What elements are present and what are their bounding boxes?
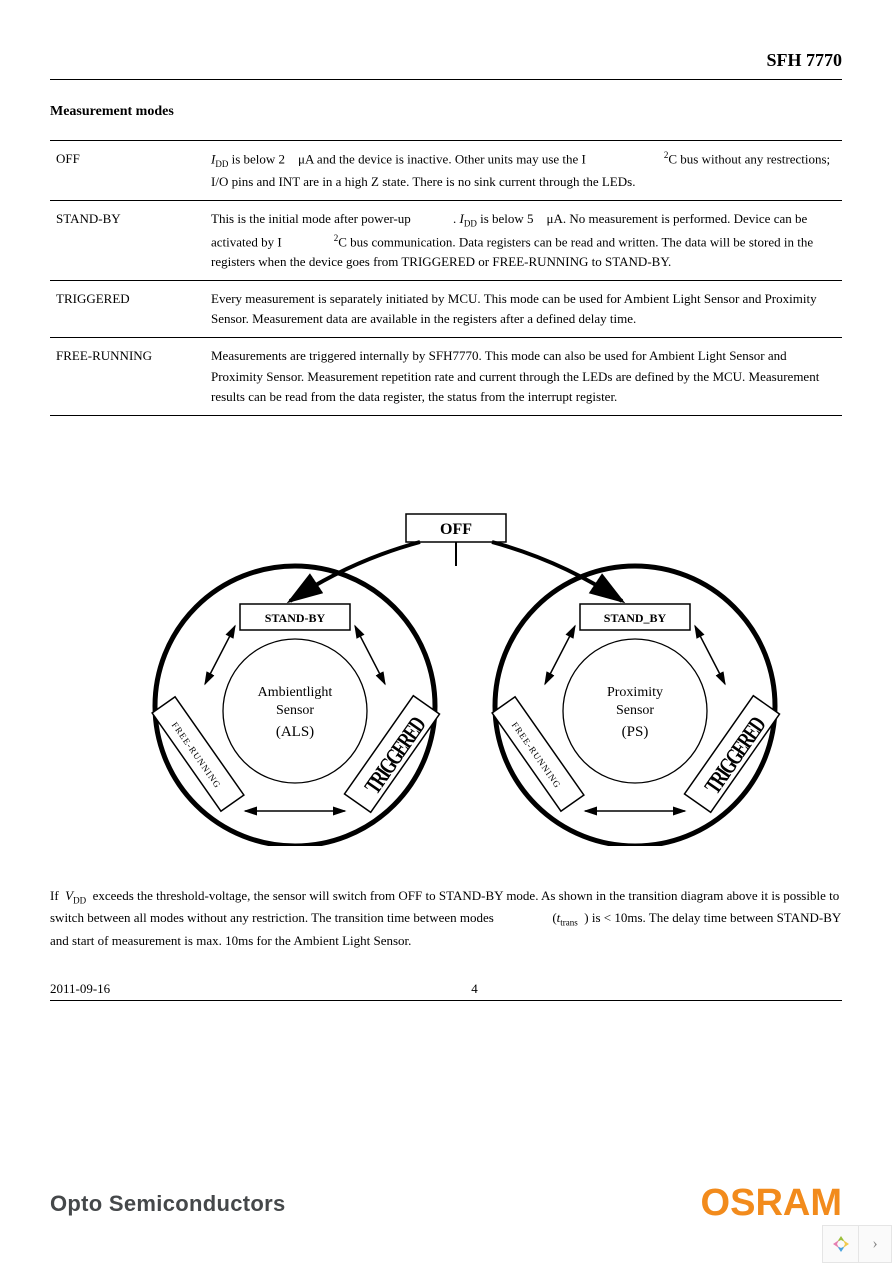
page-footer: 2011-09-16 4 . (50, 981, 842, 1001)
product-code: SFH 7770 (50, 50, 842, 80)
svg-text:STAND_BY: STAND_BY (604, 611, 667, 625)
mode-name: OFF (50, 141, 205, 201)
chevron-right-icon[interactable]: › (859, 1226, 891, 1262)
svg-text:STAND-BY: STAND-BY (265, 611, 326, 625)
table-row: TRIGGEREDEvery measurement is separately… (50, 281, 842, 338)
svg-text:Sensor: Sensor (276, 703, 314, 718)
osram-logo: OSRAM (701, 1182, 842, 1225)
body-paragraph: If VDD exceeds the threshold-voltage, th… (50, 886, 842, 951)
footer-page: 4 (471, 981, 478, 997)
off-label: OFF (440, 521, 472, 538)
mode-description: Every measurement is separately initiate… (205, 281, 842, 338)
table-row: OFFIDD is below 2 μA and the device is i… (50, 141, 842, 201)
mode-description: IDD is below 2 μA and the device is inac… (205, 141, 842, 201)
svg-text:Sensor: Sensor (616, 703, 654, 718)
svg-text:(ALS): (ALS) (276, 724, 314, 740)
modes-table: OFFIDD is below 2 μA and the device is i… (50, 140, 842, 416)
mode-name: FREE-RUNNING (50, 338, 205, 415)
mode-description: This is the initial mode after power-up … (205, 201, 842, 281)
table-row: STAND-BYThis is the initial mode after p… (50, 201, 842, 281)
brand-subtitle: Opto Semiconductors (50, 1191, 286, 1217)
svg-text:(PS): (PS) (622, 724, 649, 740)
section-title: Measurement modes (50, 104, 842, 120)
mode-name: TRIGGERED (50, 281, 205, 338)
svg-text:Ambientlight: Ambientlight (258, 685, 333, 700)
mode-name: STAND-BY (50, 201, 205, 281)
nav-dots-icon (823, 1226, 859, 1262)
svg-text:Proximity: Proximity (607, 685, 663, 700)
nav-chip[interactable]: › (822, 1225, 892, 1263)
mode-description: Measurements are triggered internally by… (205, 338, 842, 415)
state-diagram: OFF Ambientlight Sensor (ALS) STAND-BY F… (50, 506, 842, 846)
footer-date: 2011-09-16 (50, 981, 110, 997)
table-row: FREE-RUNNINGMeasurements are triggered i… (50, 338, 842, 415)
